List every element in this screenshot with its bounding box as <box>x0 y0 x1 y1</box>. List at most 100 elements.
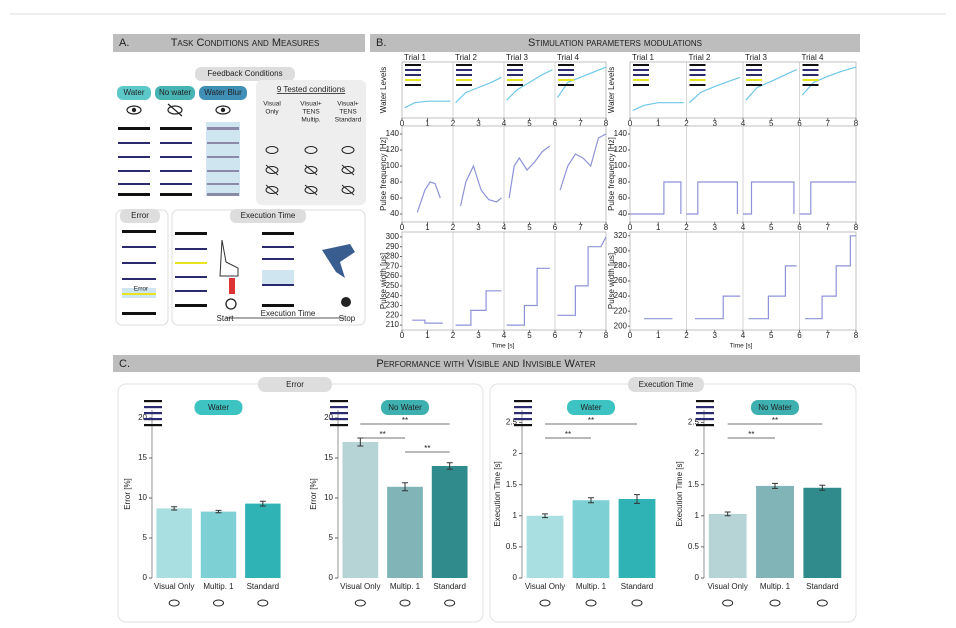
x-tick-label: 6 <box>553 331 558 340</box>
y-tick-label: 280 <box>386 252 400 261</box>
y-axis-label: Execution Time [s] <box>675 461 684 526</box>
eye-icons <box>126 103 231 117</box>
x-tick-label: 1 <box>425 331 430 340</box>
bar <box>156 508 192 578</box>
x-tick-label: 4 <box>502 119 507 128</box>
x-tick-label: 1 <box>425 223 430 232</box>
y-tick-label: 240 <box>614 291 628 300</box>
error-bar <box>819 484 826 491</box>
error-bar <box>171 506 178 511</box>
x-tick-label: 0 <box>400 223 405 232</box>
error-bar <box>772 482 778 489</box>
y-tick-label: 120 <box>386 145 400 154</box>
level-icon <box>746 84 762 86</box>
bar <box>387 486 423 578</box>
level-icon <box>456 79 472 81</box>
x-tick-label: 5 <box>769 331 774 340</box>
x-tick-label: 0 <box>400 119 405 128</box>
x-tick-label: 1 <box>656 119 661 128</box>
x-tick-label: Standard <box>247 582 279 591</box>
x-tick-label: 0 <box>628 331 633 340</box>
panel-label: A. <box>119 37 129 49</box>
x-tick-label: 8 <box>854 119 859 128</box>
level-stacks <box>118 127 239 196</box>
condition-label: TENS <box>339 109 357 116</box>
y-axis-label: Pulse width [μs] <box>607 253 616 309</box>
chart-title: No Water <box>388 403 422 412</box>
level-icon <box>746 69 762 71</box>
level-icon <box>514 424 532 427</box>
error-bar <box>215 509 222 514</box>
x-tick-label: 0 <box>628 223 633 232</box>
error-label: Error <box>134 286 149 293</box>
level-icon <box>144 412 162 415</box>
bar <box>572 500 610 578</box>
y-tick-label: 230 <box>386 301 400 310</box>
data-line <box>630 181 856 215</box>
trial-label: Trial 3 <box>506 53 528 62</box>
y-tick-label: 15 <box>324 453 333 462</box>
data-line <box>632 66 857 111</box>
y-axis-label: Pulse width [μs] <box>379 253 388 309</box>
y-axis-label: Execution Time [s] <box>493 461 502 526</box>
condition-label: Visual <box>263 101 281 108</box>
x-tick-label: 8 <box>854 331 859 340</box>
x-tick-label: 1 <box>656 331 661 340</box>
eye-icon <box>304 146 318 154</box>
y-tick-label: 60 <box>390 193 399 202</box>
level-icon <box>514 400 532 403</box>
level-icon <box>507 64 523 66</box>
level-icon <box>696 424 714 427</box>
bar <box>618 498 656 578</box>
x-tick-label: 6 <box>797 223 802 232</box>
x-tick-label: 0 <box>400 331 405 340</box>
title-badge <box>194 400 243 415</box>
x-tick-label: 2 <box>451 331 456 340</box>
bar <box>431 466 468 578</box>
panel-title: Stimulation parameters modulations <box>528 37 702 49</box>
x-tick-label: 6 <box>797 119 802 128</box>
x-tick-label: Visual Only <box>340 582 380 591</box>
x-tick-label: 7 <box>826 119 831 128</box>
error-box <box>115 209 169 326</box>
y-tick-label: 10 <box>324 493 333 502</box>
eye-slash <box>341 184 355 196</box>
y-tick-label: 60 <box>618 193 627 202</box>
x-tick-label: 7 <box>578 331 583 340</box>
level-icon <box>802 69 819 71</box>
y-axis-label: Error [%] <box>309 478 318 510</box>
level-icon <box>558 74 574 76</box>
x-tick-label: 3 <box>476 223 481 232</box>
eye-icon <box>265 146 279 154</box>
badge <box>155 86 195 100</box>
eye-icon <box>539 599 551 607</box>
error-bar <box>634 494 640 504</box>
error-bar <box>259 500 266 507</box>
level-icon <box>507 79 523 81</box>
title-badge <box>567 400 615 415</box>
x-tick-label: Multip. 1 <box>576 582 607 591</box>
level-icon <box>633 84 649 86</box>
x-tick-label: 3 <box>713 119 718 128</box>
eye-icon <box>816 599 828 607</box>
y-tick-label: 270 <box>386 261 400 270</box>
trial-label: Trial 1 <box>632 53 654 62</box>
y-tick-label: 260 <box>386 271 400 280</box>
level-icon <box>514 406 532 409</box>
feedback-title: Feedback Conditions <box>207 69 282 78</box>
eye-icon <box>265 166 279 174</box>
x-tick-label: 7 <box>826 331 831 340</box>
y-tick-label: 1 <box>695 511 700 520</box>
eye-slash <box>304 164 318 176</box>
chart-title: No Water <box>758 403 792 412</box>
x-tick-label: 4 <box>741 119 746 128</box>
y-tick-label: 0 <box>695 573 700 582</box>
y-tick-label: 0 <box>329 573 334 582</box>
y-tick-label: 80 <box>390 177 399 186</box>
y-axis-label: Pulse frequency [Hz] <box>379 137 388 211</box>
bar <box>708 513 747 578</box>
y-tick-label: 40 <box>618 209 627 218</box>
y-tick-label: 280 <box>614 261 628 270</box>
level-icon <box>405 64 421 66</box>
